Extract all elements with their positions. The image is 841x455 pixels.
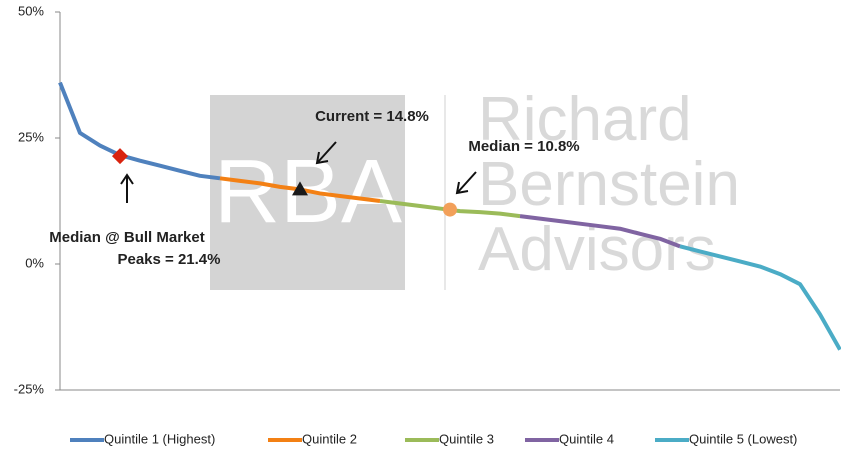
arrow [455, 171, 477, 195]
marker [443, 202, 457, 217]
annotation: Peaks = 21.4% [117, 251, 220, 268]
watermark-text: Bernstein [478, 150, 740, 219]
legend-label: Quintile 5 (Lowest) [689, 431, 797, 446]
y-tick-label: 50% [18, 3, 44, 18]
y-tick-label: -25% [14, 381, 45, 396]
arrow [315, 141, 337, 165]
y-tick-label: 0% [25, 255, 44, 270]
series-line [58, 81, 221, 181]
series-line [679, 244, 841, 351]
legend-label: Quintile 2 [302, 431, 357, 446]
y-tick-label: 25% [18, 129, 44, 144]
annotation: Current = 14.8% [315, 108, 429, 125]
arrows [120, 141, 477, 203]
annotation: Median = 10.8% [468, 138, 579, 155]
legend-label: Quintile 1 (Highest) [104, 431, 215, 446]
marker [292, 181, 308, 196]
watermark-text: Richard [478, 85, 692, 154]
series-line [519, 214, 681, 249]
legend-label: Quintile 4 [559, 431, 614, 446]
marker [112, 148, 128, 165]
arrow [120, 173, 134, 203]
legend-label: Quintile 3 [439, 431, 494, 446]
annotation: Median @ Bull Market [49, 229, 205, 246]
